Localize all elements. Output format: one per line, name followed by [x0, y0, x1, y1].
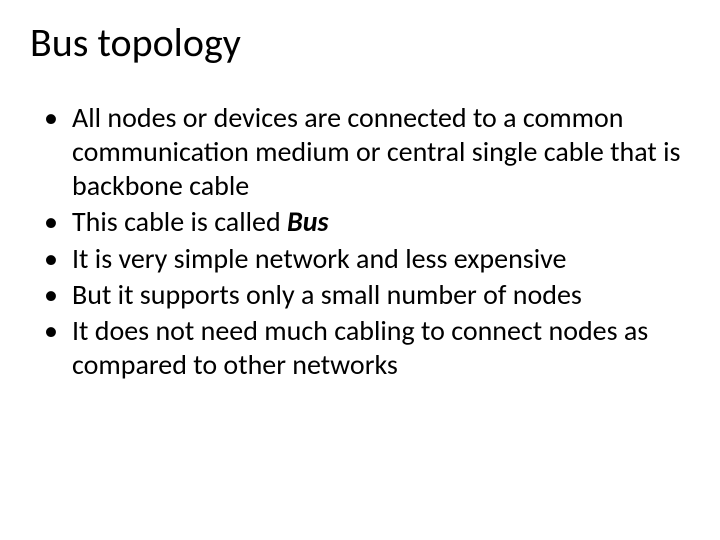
bullet-text: It is very simple network and less expen… [72, 241, 566, 276]
bullet-text-prefix: This cable is called [72, 204, 287, 239]
bullet-text: But it supports only a small number of n… [72, 277, 582, 312]
bullet-text: All nodes or devices are connected to a … [72, 100, 680, 203]
bullet-item: This cable is called Bus [72, 205, 690, 239]
bullet-item: It does not need much cabling to connect… [72, 314, 690, 382]
bullet-item: It is very simple network and less expen… [72, 242, 690, 276]
slide: Bus topology All nodes or devices are co… [0, 0, 720, 540]
bullet-item: But it supports only a small number of n… [72, 278, 690, 312]
bullet-text: It does not need much cabling to connect… [72, 313, 648, 382]
bullet-text-bold: Bus [287, 204, 329, 239]
bullet-list: All nodes or devices are connected to a … [30, 101, 690, 382]
bullet-item: All nodes or devices are connected to a … [72, 101, 690, 203]
slide-title: Bus topology [30, 18, 690, 67]
